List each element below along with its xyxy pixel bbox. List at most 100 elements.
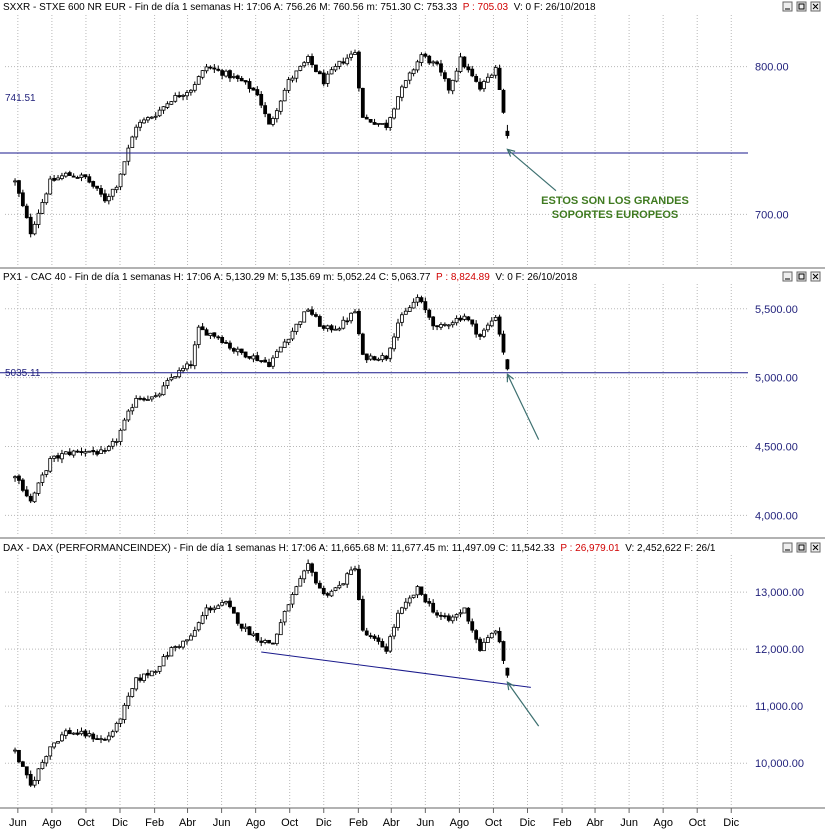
minimize-button[interactable] (782, 542, 793, 553)
candle-body (466, 607, 471, 622)
minimize-button[interactable] (782, 271, 793, 282)
annotation-line-1: ESTOS SON LOS GRANDES (541, 195, 689, 207)
x-tick-label: Abr (179, 817, 196, 829)
candle-body (314, 314, 318, 317)
candle-body (298, 578, 303, 587)
candle-body (329, 590, 334, 597)
support-trendline (261, 651, 531, 688)
overlay-dax (261, 651, 540, 727)
candle-body (353, 311, 357, 314)
x-tick-label: Jun (213, 817, 231, 829)
candle-body (333, 328, 338, 331)
candle-body (278, 346, 283, 353)
candle-body (333, 587, 338, 591)
candle-body (489, 320, 494, 327)
pointer-arrow (507, 148, 557, 192)
candle-body (388, 347, 393, 359)
x-tick-label: Jun (620, 817, 638, 829)
candle-body (392, 626, 396, 637)
candle-body (95, 738, 100, 740)
candle-body (204, 607, 209, 616)
y-tick-label: 5,000.00 (755, 373, 798, 385)
candle-body (169, 377, 174, 381)
candle-body (458, 56, 463, 72)
candle-body (302, 311, 307, 323)
candle-body (87, 450, 92, 453)
arrowhead-icon (506, 681, 515, 691)
candle-body (251, 87, 256, 91)
candle-body (325, 325, 330, 329)
candle-body (169, 647, 174, 657)
candle-body (220, 602, 225, 606)
candle-body (17, 749, 21, 763)
candle-body (165, 380, 170, 386)
candle-body (243, 626, 248, 630)
candle-body (200, 326, 205, 331)
candle-body (114, 440, 119, 443)
candle-body (450, 322, 455, 326)
candle-body (91, 181, 96, 187)
candle-body (13, 180, 17, 183)
candle-body (235, 75, 240, 79)
candle-body (52, 178, 57, 181)
candle-body (427, 55, 432, 64)
pointer-arrow (506, 681, 540, 727)
candle-body (427, 309, 432, 318)
y-tick-label: 13,000.00 (755, 587, 804, 599)
candle-body (380, 641, 385, 648)
maximize-button[interactable] (796, 271, 807, 282)
candle-body (396, 322, 400, 338)
minimize-button[interactable] (782, 1, 793, 12)
candle-body (259, 360, 264, 362)
candle-body (95, 451, 100, 455)
candle-body (157, 665, 162, 672)
candle-body (106, 196, 111, 202)
candle-body (192, 84, 197, 91)
candle-body (368, 118, 373, 123)
candle-body (71, 450, 76, 456)
candle-body (185, 92, 189, 97)
candle-body (349, 569, 354, 575)
maximize-button[interactable] (796, 1, 807, 12)
candle-body (474, 630, 479, 640)
candle-body (380, 123, 385, 125)
candle-body (235, 348, 240, 353)
candle-body (122, 704, 127, 721)
candle-body (99, 449, 103, 454)
overlay-sxxr (0, 148, 748, 192)
candle-body (478, 638, 482, 651)
candle-body (482, 641, 486, 652)
candle-body (478, 81, 482, 90)
candle-body (399, 314, 404, 323)
candle-body (83, 730, 88, 737)
candle-body (310, 309, 314, 315)
candle-body (79, 174, 84, 178)
candle-body (44, 193, 49, 204)
candle-body (212, 332, 217, 337)
candle-body (228, 342, 232, 349)
candle-body (20, 479, 25, 491)
candle-body (103, 193, 107, 202)
candle-body (71, 732, 76, 735)
candle-body (372, 356, 377, 361)
candle-body (44, 756, 49, 764)
candle-body (208, 607, 213, 611)
candle-body (505, 359, 510, 370)
candle-body (87, 733, 92, 737)
candle-body (458, 612, 463, 615)
candle-body (446, 324, 451, 327)
pointer-arrow (506, 373, 540, 440)
x-tick-label: Abr (383, 817, 400, 829)
candle-body (435, 325, 439, 328)
maximize-button[interactable] (796, 542, 807, 553)
candle-body (91, 733, 96, 740)
candle-body (63, 730, 68, 736)
candle-body (114, 186, 119, 191)
candle-body (87, 176, 92, 183)
candle-body (372, 635, 377, 639)
candle-body (177, 369, 182, 378)
candle-body (267, 639, 271, 644)
candle-body (474, 76, 479, 82)
candle-body (48, 178, 53, 195)
candle-body (290, 330, 295, 340)
